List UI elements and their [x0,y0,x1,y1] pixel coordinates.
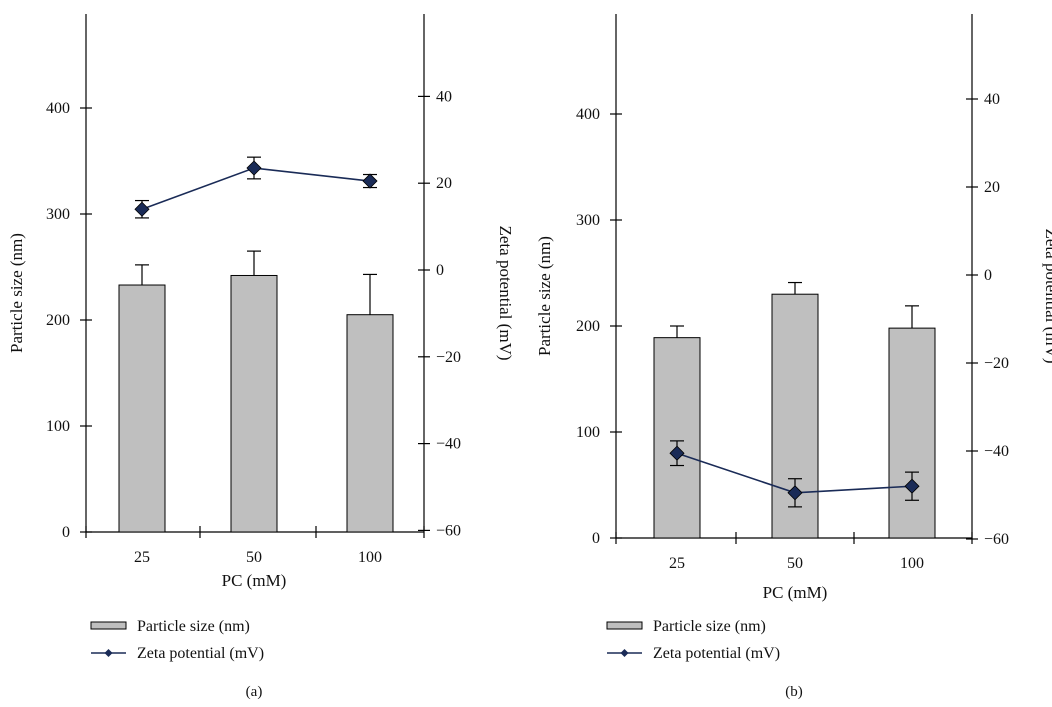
right-y-tick-label: −40 [436,436,461,453]
legend-swatch-zeta-marker [620,649,629,657]
right-y-tick-label: −20 [436,349,461,366]
right-y-tick-label: 40 [984,91,1000,108]
x-tick-label: 25 [134,549,150,566]
chart-panel-a: 0 100 200 300 400 −60 −40 −20 0 20 40 25 50 100 PC (mM… [7,14,515,700]
legend-label-particle-size: Particle size (nm) [653,618,766,635]
bar-particle-size [653,337,701,539]
bar-particle-size [118,284,166,533]
zeta-marker [246,160,262,176]
left-y-tick-label: 0 [62,524,70,541]
left-y-tick-label: 0 [592,530,600,547]
right-y-axis-title: Zeta potential (mV) [1042,228,1052,363]
legend-label-particle-size: Particle size (nm) [137,618,250,635]
left-y-tick-label: 200 [576,318,600,335]
x-tick-label: 100 [358,549,382,566]
left-y-tick-label: 300 [46,206,70,223]
right-y-tick-label: −20 [984,355,1009,372]
right-y-tick-label: −60 [984,531,1009,548]
right-y-tick-label: 0 [984,267,992,284]
x-axis-title: PC (mM) [222,571,287,590]
zeta-potential-line [141,167,371,210]
zeta-marker [904,478,920,494]
legend-swatch-particle-size [606,621,643,630]
x-tick-label: 50 [787,555,803,572]
legend-swatch-particle-size [90,621,127,630]
panel-label: (a) [246,684,263,700]
bar-particle-size [888,327,936,539]
chart-panel-b: 0 100 200 300 400 −60 −40 −20 0 20 40 25 50 100 PC (mM… [535,14,1052,700]
left-y-axis-title: Particle size (nm) [7,233,26,353]
legend-swatch-zeta-marker [104,649,113,657]
left-y-tick-label: 100 [576,424,600,441]
zeta-marker [134,201,150,217]
bar-particle-size [346,314,394,533]
panel-label: (b) [785,684,803,700]
zeta-marker [787,485,803,501]
left-y-tick-label: 200 [46,312,70,329]
legend-label-zeta-potential: Zeta potential (mV) [137,645,264,662]
right-y-axis-title: Zeta potential (mV) [496,225,515,360]
left-y-tick-label: 400 [46,100,70,117]
right-y-tick-label: −60 [436,522,461,539]
left-y-tick-label: 400 [576,106,600,123]
bar-particle-size [230,274,278,533]
x-axis-title: PC (mM) [763,583,828,602]
right-y-tick-label: 40 [436,88,452,105]
left-y-tick-label: 300 [576,212,600,229]
right-y-tick-label: 20 [436,175,452,192]
left-y-axis-title: Particle size (nm) [535,236,554,356]
zeta-marker [669,445,685,461]
right-y-tick-label: 20 [984,179,1000,196]
right-y-tick-label: 0 [436,262,444,279]
zeta-marker [362,173,378,189]
left-y-tick-label: 100 [46,418,70,435]
x-tick-label: 100 [900,555,924,572]
legend-label-zeta-potential: Zeta potential (mV) [653,645,780,662]
x-tick-label: 50 [246,549,262,566]
right-y-tick-label: −40 [984,443,1009,460]
x-tick-label: 25 [669,555,685,572]
